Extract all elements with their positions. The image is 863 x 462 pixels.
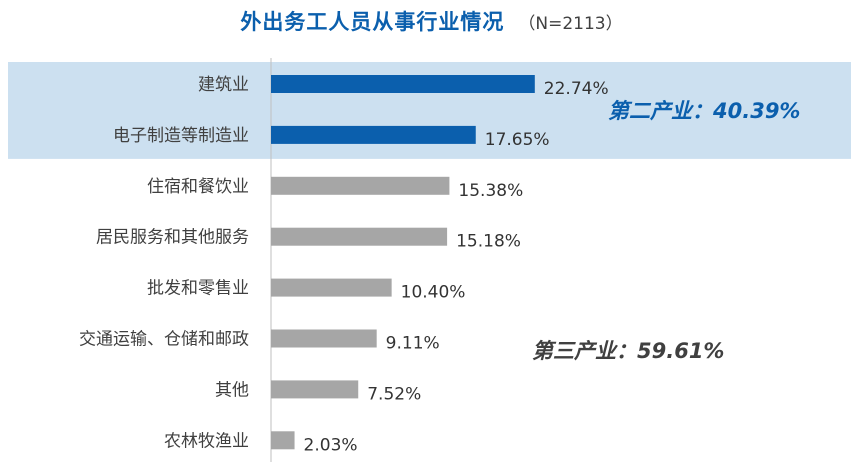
data-label: 17.65% (485, 130, 550, 150)
bar (271, 227, 448, 246)
category-label: 电子制造等制造业 (113, 126, 249, 146)
data-label: 10.40% (401, 283, 466, 303)
category-label: 农林牧渔业 (164, 431, 249, 451)
bar (271, 380, 359, 399)
bar (271, 329, 377, 348)
chart-header: 外出务工人员从事行业情况 （N=2113） (0, 6, 863, 40)
data-label: 9.11% (386, 334, 440, 354)
bar (271, 125, 476, 144)
category-label: 其他 (215, 380, 249, 400)
bar (271, 431, 295, 450)
category-label: 交通运输、仓储和邮政 (79, 330, 249, 350)
bar (271, 278, 392, 297)
data-label: 2.03% (304, 435, 358, 455)
data-label: 22.74% (544, 79, 609, 99)
data-label: 15.18% (456, 232, 521, 252)
bar (271, 75, 535, 93)
category-label: 建筑业 (198, 75, 249, 95)
chart-title: 外出务工人员从事行业情况 (240, 10, 505, 34)
data-label: 15.38% (458, 181, 523, 201)
category-label: 住宿和餐饮业 (147, 177, 249, 197)
group-annotation-tertiary-industry: 第三产业：59.61% (532, 339, 724, 363)
chart-subtitle: （N=2113） (518, 14, 623, 34)
group-annotation-secondary-industry: 第二产业：40.39% (608, 99, 800, 123)
category-label: 居民服务和其他服务 (96, 228, 249, 248)
bar (271, 176, 450, 195)
category-label: 批发和零售业 (147, 279, 249, 299)
data-label: 7.52% (367, 384, 421, 404)
